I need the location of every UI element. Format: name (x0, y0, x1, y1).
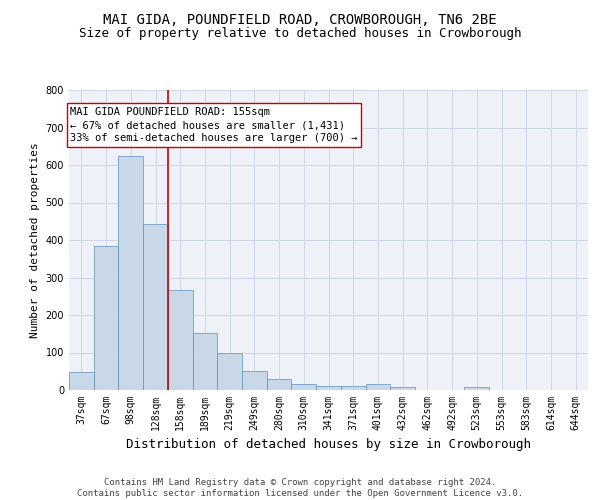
Bar (118, 156, 143, 390)
Bar (464, 387, 489, 390)
Bar (316, 386, 341, 390)
Bar (143, 224, 168, 390)
Bar (193, 332, 217, 390)
X-axis label: Distribution of detached houses by size in Crowborough: Distribution of detached houses by size … (126, 438, 531, 452)
Bar (69, 372, 94, 390)
Bar (217, 353, 242, 390)
Bar (390, 387, 415, 390)
Y-axis label: Number of detached properties: Number of detached properties (30, 142, 40, 338)
Bar (242, 370, 267, 390)
Bar (341, 386, 365, 390)
Bar (365, 384, 390, 390)
Text: MAI GIDA, POUNDFIELD ROAD, CROWBOROUGH, TN6 2BE: MAI GIDA, POUNDFIELD ROAD, CROWBOROUGH, … (103, 12, 497, 26)
Text: Size of property relative to detached houses in Crowborough: Size of property relative to detached ho… (79, 28, 521, 40)
Bar (267, 379, 292, 390)
Text: Contains HM Land Registry data © Crown copyright and database right 2024.
Contai: Contains HM Land Registry data © Crown c… (77, 478, 523, 498)
Bar (94, 246, 118, 390)
Text: MAI GIDA POUNDFIELD ROAD: 155sqm
← 67% of detached houses are smaller (1,431)
33: MAI GIDA POUNDFIELD ROAD: 155sqm ← 67% o… (70, 107, 358, 144)
Bar (168, 290, 193, 390)
Bar (292, 384, 316, 390)
